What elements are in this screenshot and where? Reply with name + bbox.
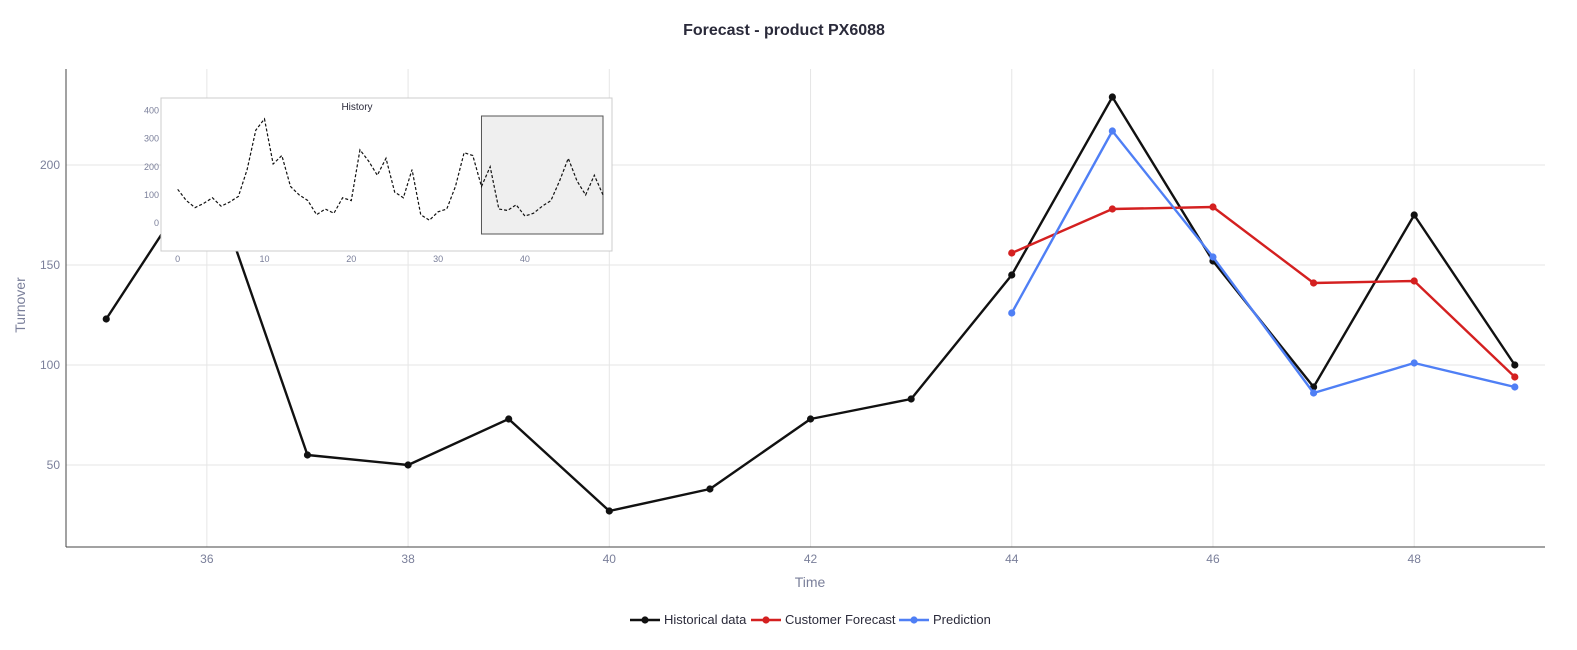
x-tick-label: 38 <box>401 552 415 566</box>
series-historical-data <box>102 93 1519 515</box>
inset-y-tick-label: 200 <box>144 162 159 172</box>
series-layer <box>102 93 1519 515</box>
y-tick-label: 50 <box>47 458 61 472</box>
data-point[interactable] <box>1108 205 1116 213</box>
series-line <box>1011 205 1516 378</box>
legend-label: Historical data <box>664 612 747 627</box>
inset-y-tick-labels: 0 100 200 300 400 <box>144 105 159 228</box>
inset-x-tick-label: 40 <box>520 254 530 264</box>
data-point[interactable] <box>1410 359 1418 367</box>
x-tick-label: 44 <box>1005 552 1019 566</box>
data-point[interactable] <box>1511 361 1519 369</box>
inset-title: History <box>341 102 372 113</box>
data-point[interactable] <box>404 461 412 469</box>
y-axis-label: Turnover <box>12 277 28 333</box>
data-point[interactable] <box>505 415 513 423</box>
data-point[interactable] <box>303 451 312 459</box>
inset-y-tick-label: 100 <box>144 190 159 200</box>
y-tick-label: 100 <box>40 358 60 372</box>
x-tick-label: 48 <box>1408 552 1422 566</box>
data-point[interactable] <box>1309 389 1318 397</box>
data-point[interactable] <box>102 315 110 323</box>
data-point[interactable] <box>1209 203 1217 211</box>
data-point[interactable] <box>806 415 815 423</box>
inset-y-tick-label: 400 <box>144 105 159 115</box>
legend-label: Customer Forecast <box>785 612 896 627</box>
data-point[interactable] <box>1008 309 1016 317</box>
inset-x-tick-label: 0 <box>175 254 180 264</box>
inset-history-line <box>177 117 604 222</box>
data-point[interactable] <box>1008 249 1016 257</box>
series-line <box>1010 129 1516 395</box>
legend: Historical data Customer Forecast Predicti… <box>630 612 991 627</box>
data-point[interactable] <box>1309 279 1318 287</box>
series-prediction <box>1008 127 1519 397</box>
chart-title: Forecast - product PX6088 <box>683 22 885 39</box>
inset-x-tick-labels: 0 10 20 30 40 <box>175 254 530 264</box>
inset-y-tick-label: 0 <box>154 218 159 228</box>
data-point[interactable] <box>907 395 915 403</box>
x-tick-label: 46 <box>1206 552 1220 566</box>
data-point[interactable] <box>1008 271 1016 279</box>
legend-swatch-marker <box>910 616 918 624</box>
y-tick-labels: 50 100 150 200 <box>40 158 60 472</box>
legend-swatch-marker <box>762 616 770 624</box>
x-tick-label: 40 <box>603 552 617 566</box>
x-tick-label: 36 <box>200 552 214 566</box>
x-tick-labels: 36 38 40 42 44 46 48 <box>200 552 1421 566</box>
legend-label: Prediction <box>933 612 991 627</box>
y-tick-label: 200 <box>40 158 60 172</box>
legend-item[interactable]: Customer Forecast <box>751 612 896 627</box>
data-point[interactable] <box>1410 277 1418 285</box>
y-tick-label: 150 <box>40 258 60 272</box>
data-point[interactable] <box>1108 127 1116 135</box>
data-point[interactable] <box>1511 383 1519 391</box>
data-point[interactable] <box>706 485 714 493</box>
history-inset[interactable]: History 0 10 20 30 40 0 100 200 300 400 <box>144 97 613 264</box>
data-point[interactable] <box>1209 253 1217 261</box>
legend-item[interactable]: Prediction <box>899 612 991 627</box>
inset-selection-window[interactable] <box>480 115 604 235</box>
series-customer-forecast <box>1008 203 1519 381</box>
x-axis-label: Time <box>795 574 826 590</box>
inset-x-tick-label: 30 <box>433 254 443 264</box>
inset-y-tick-label: 300 <box>144 134 159 144</box>
data-point[interactable] <box>1511 373 1519 381</box>
inset-x-tick-label: 20 <box>346 254 356 264</box>
x-tick-label: 42 <box>804 552 818 566</box>
inset-x-tick-label: 10 <box>259 254 269 264</box>
legend-item[interactable]: Historical data <box>630 612 747 627</box>
data-point[interactable] <box>1410 211 1418 219</box>
legend-swatch-marker <box>641 616 649 624</box>
data-point[interactable] <box>1108 93 1116 101</box>
data-point[interactable] <box>605 507 613 515</box>
